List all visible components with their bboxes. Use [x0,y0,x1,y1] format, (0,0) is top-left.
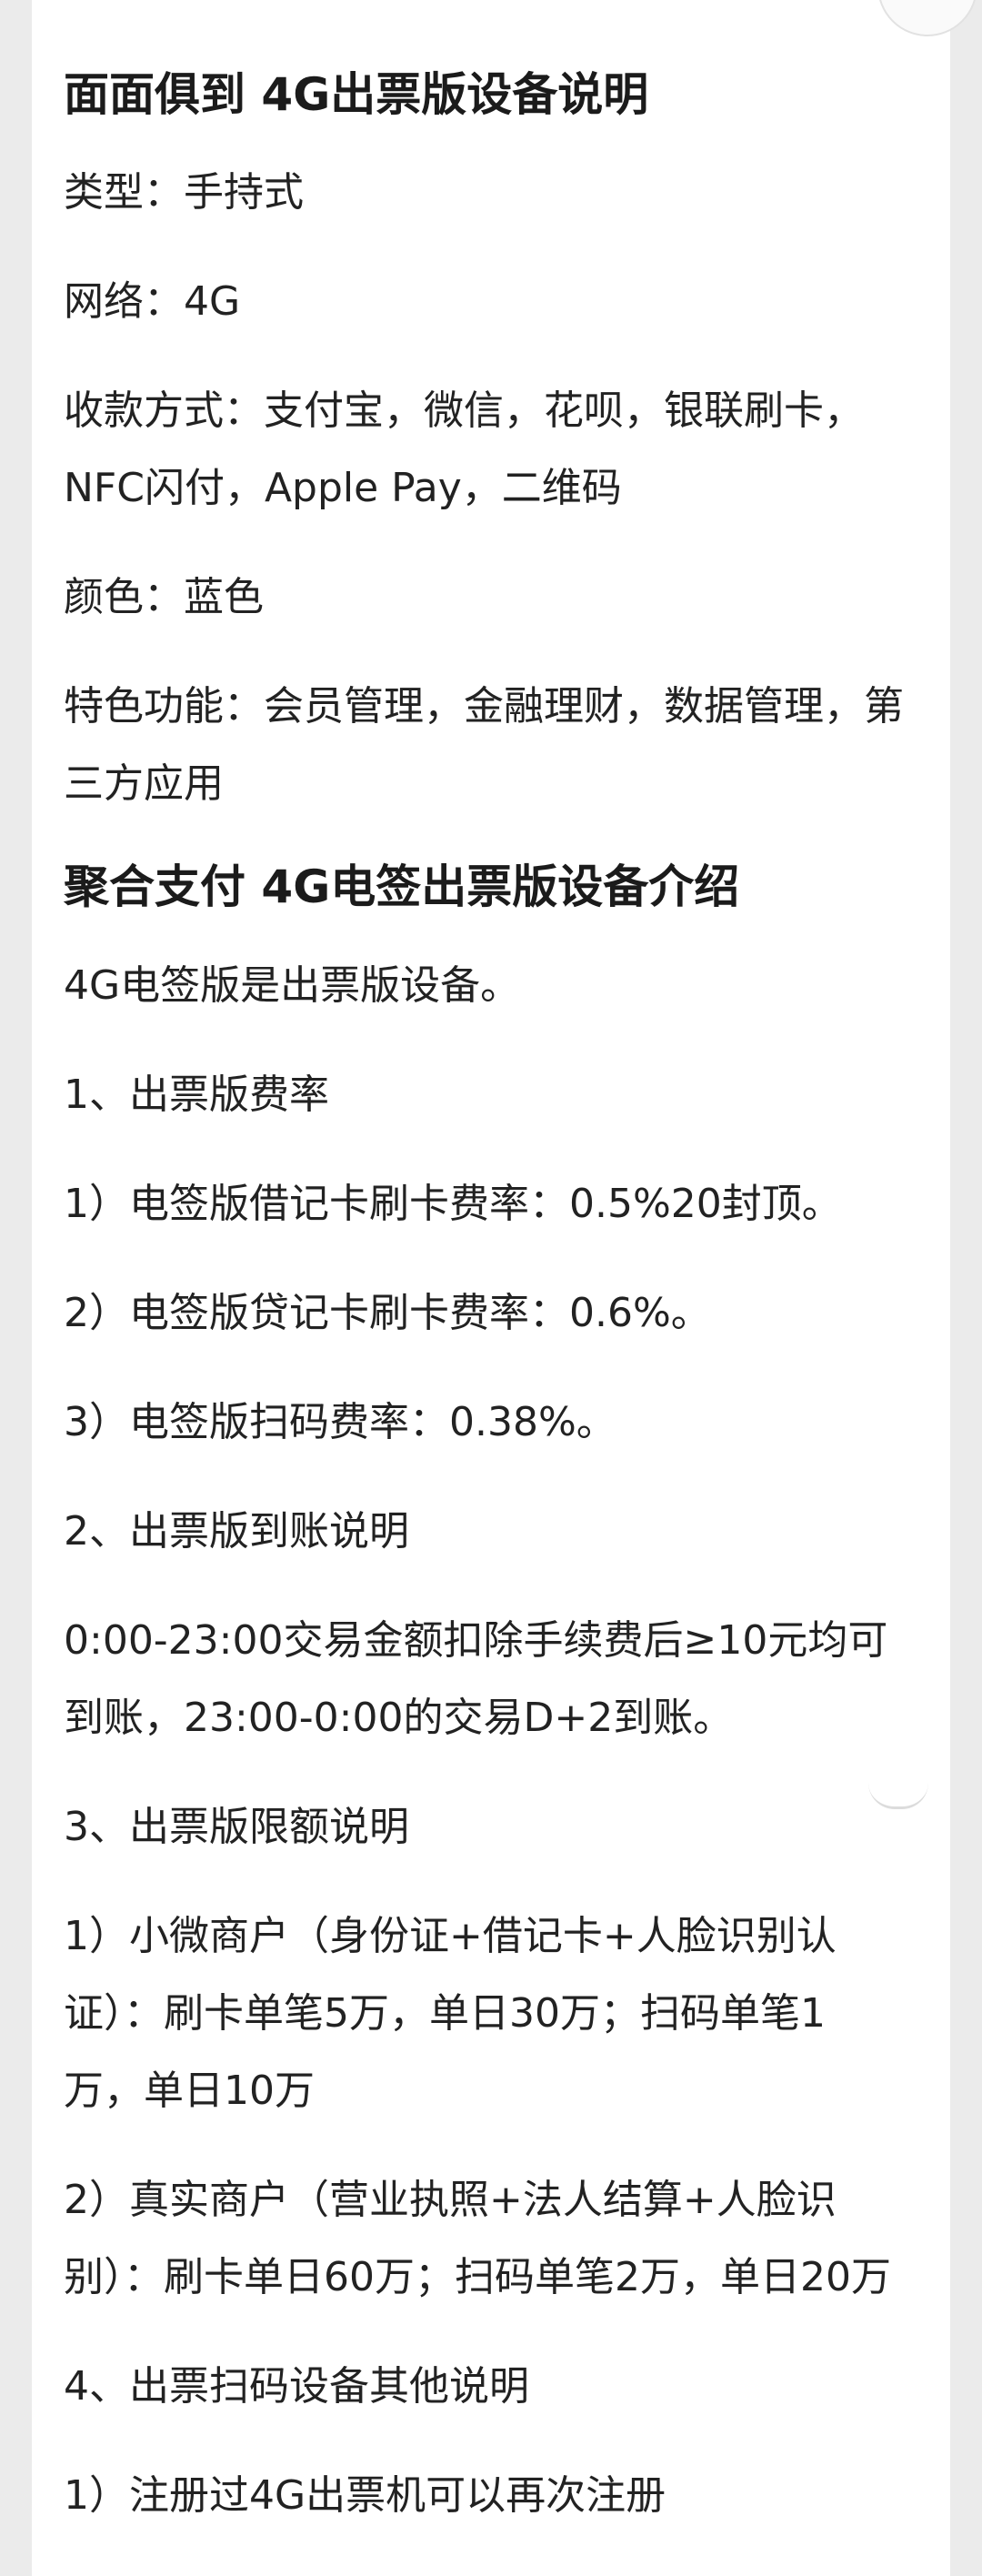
section-title-device-intro: 聚合支付 4G电签出票版设备介绍 [64,860,740,913]
limit-real-merchant-line1: 2）真实商户（营业执照+法人结算+人脸识 [64,2177,837,2223]
info-features-line2: 三方应用 [64,760,224,807]
other-notes-heading: 4、出票扫码设备其他说明 [64,2363,529,2410]
fee-qr-scan: 3）电签版扫码费率：0.38%。 [64,1399,616,1445]
limit-heading: 3、出票版限额说明 [64,1804,409,1850]
settlement-text-line2: 到账，23:00-0:00的交易D+2到账。 [64,1695,734,1741]
info-payment-methods-line1: 收款方式：支付宝，微信，花呗，银联刷卡， [64,387,864,434]
floating-arc-edge [868,1783,928,1809]
info-network: 网络：4G [64,278,241,325]
info-type: 类型：手持式 [64,169,304,216]
limit-micro-merchant-line2: 证）：刷卡单笔5万，单日30万；扫码单笔1 [64,1990,826,2037]
fee-debit-card: 1）电签版借记卡刷卡费率：0.5%20封顶。 [64,1181,842,1227]
info-color: 颜色：蓝色 [64,574,264,620]
fee-heading: 1、出票版费率 [64,1072,329,1118]
limit-micro-merchant-line3: 万，单日10万 [64,2068,315,2114]
settlement-heading: 2、出票版到账说明 [64,1508,409,1555]
info-payment-methods-line2: NFC闪付，Apple Pay，二维码 [64,465,622,511]
article-card: 面面俱到 4G出票版设备说明 类型：手持式 网络：4G 收款方式：支付宝，微信，… [32,0,977,2576]
other-note-1: 1）注册过4G出票机可以再次注册 [64,2472,666,2519]
section-title-device-description: 面面俱到 4G出票版设备说明 [64,68,649,121]
limit-micro-merchant-line1: 1）小微商户（身份证+借记卡+人脸识别认 [64,1913,837,1959]
info-features-line1: 特色功能：会员管理，金融理财，数据管理，第 [64,683,904,730]
fee-credit-card: 2）电签版贷记卡刷卡费率：0.6%。 [64,1290,711,1336]
floating-circle-button[interactable] [877,0,977,36]
settlement-text-line1: 0:00-23:00交易金额扣除手续费后≥10元均可 [64,1617,888,1664]
limit-real-merchant-line2: 别）：刷卡单日60万；扫码单笔2万，单日20万 [64,2254,891,2300]
intro-text: 4G电签版是出票版设备。 [64,962,521,1009]
